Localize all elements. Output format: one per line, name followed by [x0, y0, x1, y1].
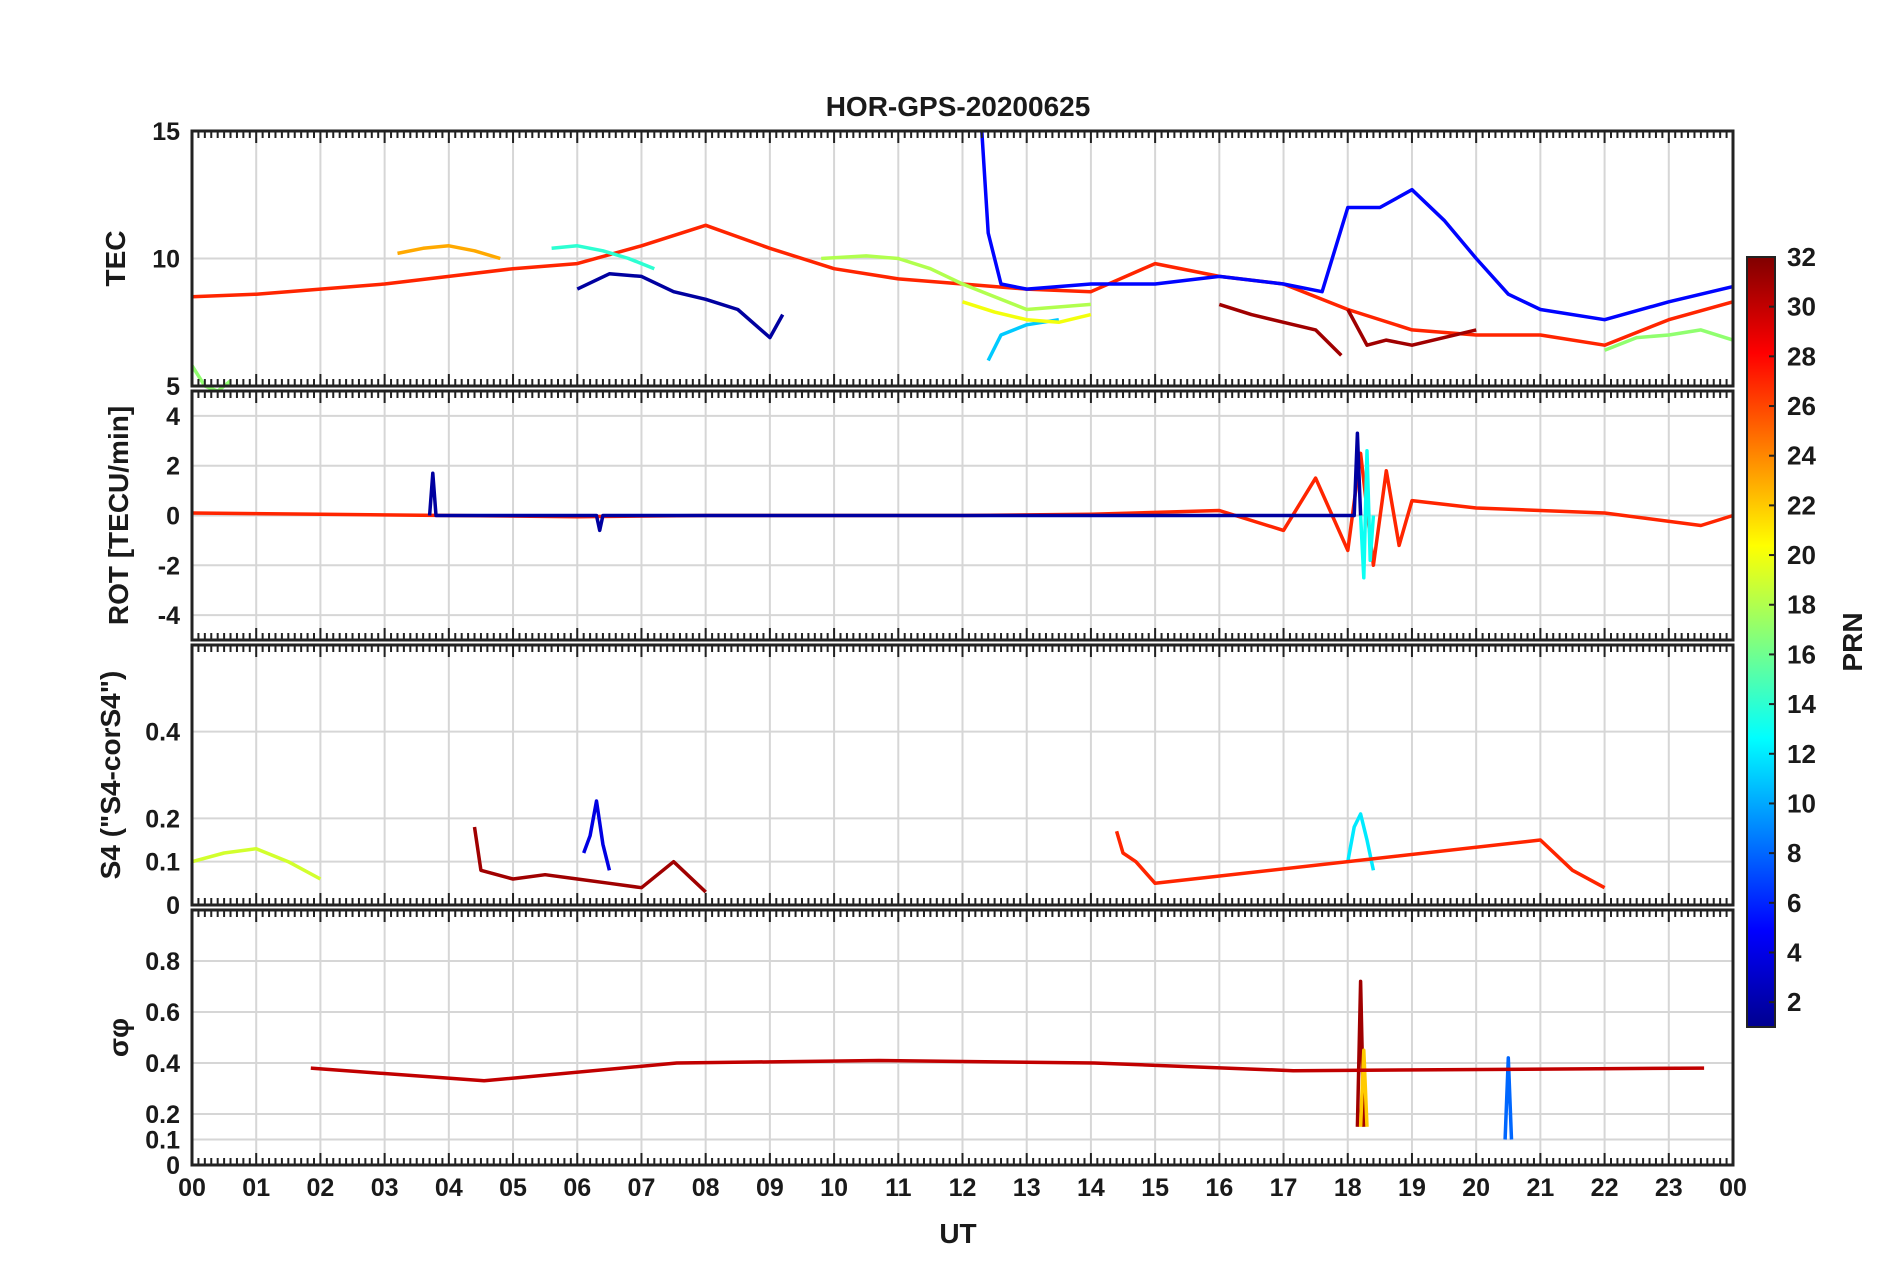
colorbar-tick-label: 32: [1787, 242, 1816, 272]
panel-s4-frame: [190, 643, 1735, 907]
x-tick-label: 14: [1077, 1174, 1105, 1202]
panel-tec-ytick-label: 5: [166, 373, 180, 401]
panel-tec-ylabel: TEC: [100, 231, 131, 287]
panel-sigphi-frame: [190, 908, 1735, 1167]
x-tick-label: 01: [242, 1174, 270, 1202]
colorbar-tick-label: 6: [1787, 888, 1801, 918]
x-tick-label: 08: [692, 1174, 720, 1202]
panel-rot-ytick-label: -2: [158, 552, 180, 580]
colorbar-tick-label: 2: [1787, 987, 1801, 1017]
panel-s4-ytick-label: 0.2: [145, 805, 180, 833]
x-tick-label: 00: [178, 1174, 206, 1202]
panel-tec-series-prn-23: [397, 244, 501, 261]
x-tick-label: 10: [820, 1174, 848, 1202]
panel-sigphi: 00.10.2 0.4 0.6 0.8 σφ: [103, 908, 1735, 1180]
x-tick-label: 22: [1591, 1174, 1619, 1202]
panel-sigphi-ytick-label: 0.1: [145, 1127, 180, 1155]
panel-s4-series-prn-31: [472, 826, 707, 894]
panel-rot-ytick-label: -4: [158, 602, 180, 630]
panel-s4-ytick-label: 0.1: [145, 849, 180, 877]
panel-tec-series-prn-31: [1346, 308, 1477, 347]
panel-tec-series-prn-5: [980, 130, 1734, 322]
x-tick-label: 21: [1526, 1174, 1554, 1202]
colorbar-tick-label: 16: [1787, 639, 1816, 669]
x-tick-label: 12: [949, 1174, 977, 1202]
x-tick-labels: 00 01 02 03 04 05 06 07 08 09 10 11 12 13 14 15 16 17 18 19…: [178, 1174, 1747, 1202]
chart-title: HOR-GPS-20200625: [826, 91, 1091, 122]
colorbar-tick-label: 14: [1787, 689, 1816, 719]
panel-tec-series-prn-14: [551, 244, 655, 271]
x-tick-label: 00: [1719, 1174, 1747, 1202]
panel-sigphi-ytick-label: 0: [166, 1152, 180, 1180]
x-tick-label: 17: [1270, 1174, 1298, 1202]
panel-rot-ylabel: ROT [TECU/min]: [103, 406, 134, 625]
panel-sigphi-ytick-label: 0.8: [145, 948, 180, 976]
panel-sigphi-series-prn-8: [1503, 1056, 1514, 1140]
x-tick-label: 19: [1398, 1174, 1426, 1202]
colorbar-tick-label: 26: [1787, 391, 1816, 421]
x-tick-label: 16: [1205, 1174, 1233, 1202]
panel-sigphi-ytick-label: 0.2: [145, 1101, 180, 1129]
panel-s4-series-prn-27: [1114, 830, 1606, 890]
x-tick-label: 06: [563, 1174, 591, 1202]
colorbar-tick-label: 8: [1787, 838, 1801, 868]
x-axis-label: UT: [939, 1218, 976, 1249]
panel-tec-frame: [190, 129, 1735, 388]
colorbar-tick-label: 24: [1787, 441, 1816, 471]
panel-rot-frame: [190, 389, 1735, 642]
panel-tec-series-prn-20: [961, 300, 1092, 325]
colorbar-tick-label: 30: [1787, 292, 1816, 322]
x-tick-label: 03: [371, 1174, 399, 1202]
x-tick-label: 20: [1462, 1174, 1490, 1202]
x-tick-label: 02: [307, 1174, 335, 1202]
x-tick-label: 05: [499, 1174, 527, 1202]
panel-rot-series-prn-2: [427, 431, 1363, 533]
panel-tec-series-prn-17: [1603, 328, 1734, 352]
x-tick-label: 11: [885, 1174, 912, 1202]
panel-sigphi-ytick-label: 0.4: [145, 1050, 180, 1078]
colorbar-tick-label: 22: [1787, 490, 1816, 520]
panel-rot-ytick-label: 2: [166, 453, 180, 481]
x-tick-label: 18: [1334, 1174, 1362, 1202]
colorbar-tick-label: 20: [1787, 540, 1816, 570]
panel-tec: 5 10 15 TEC: [100, 118, 1735, 401]
panel-sigphi-ytick-label: 0.6: [145, 999, 180, 1027]
panel-s4-ylabel: S4 ("S4-corS4"): [95, 671, 126, 880]
x-tick-label: 15: [1141, 1174, 1169, 1202]
colorbar-tick-label: 4: [1787, 937, 1802, 967]
panel-s4-series-prn-12: [1346, 812, 1376, 871]
panel-sigphi-series-prn-22: [1358, 1048, 1369, 1127]
x-tick-label: 07: [628, 1174, 656, 1202]
panel-s4-ytick-label: 0: [166, 892, 180, 920]
colorbar-label: PRN: [1837, 612, 1868, 671]
panel-s4-ytick-label: 0.4: [145, 719, 180, 747]
panel-rot-ytick-label: 4: [166, 403, 180, 431]
panel-rot-series-prn-13: [1358, 449, 1376, 580]
x-tick-label: 13: [1013, 1174, 1041, 1202]
panel-tec-ytick-label: 15: [152, 118, 180, 146]
colorbar-tick-label: 18: [1787, 590, 1816, 620]
panel-rot: -4 -2 0 2 4 ROT [TECU/min]: [103, 389, 1735, 642]
colorbar-tick-label: 28: [1787, 341, 1816, 371]
panel-s4: 0 0.1 0.2 0.4 S4 ("S4-corS4"): [95, 643, 1735, 920]
panel-tec-series-prn-2: [576, 272, 785, 340]
x-tick-label: 04: [435, 1174, 463, 1202]
panel-s4-series-prn-4: [582, 799, 612, 871]
panel-s4-series-prn-19: [191, 846, 322, 881]
colorbar-tick-label: 10: [1787, 788, 1816, 818]
x-tick-label: 09: [756, 1174, 784, 1202]
x-tick-label: 23: [1655, 1174, 1683, 1202]
panel-sigphi-ylabel: σφ: [103, 1018, 134, 1057]
colorbar-gradient: [1746, 256, 1776, 1028]
panel-sigphi-series-prn-30: [310, 1058, 1705, 1083]
panel-rot-ytick-label: 0: [166, 503, 180, 531]
colorbar-tick-label: 12: [1787, 739, 1816, 769]
panel-tec-series-prn-31: [1218, 302, 1343, 357]
panel-tec-ytick-label: 10: [152, 246, 180, 274]
panel-tec-series-prn-18: [821, 254, 1092, 312]
